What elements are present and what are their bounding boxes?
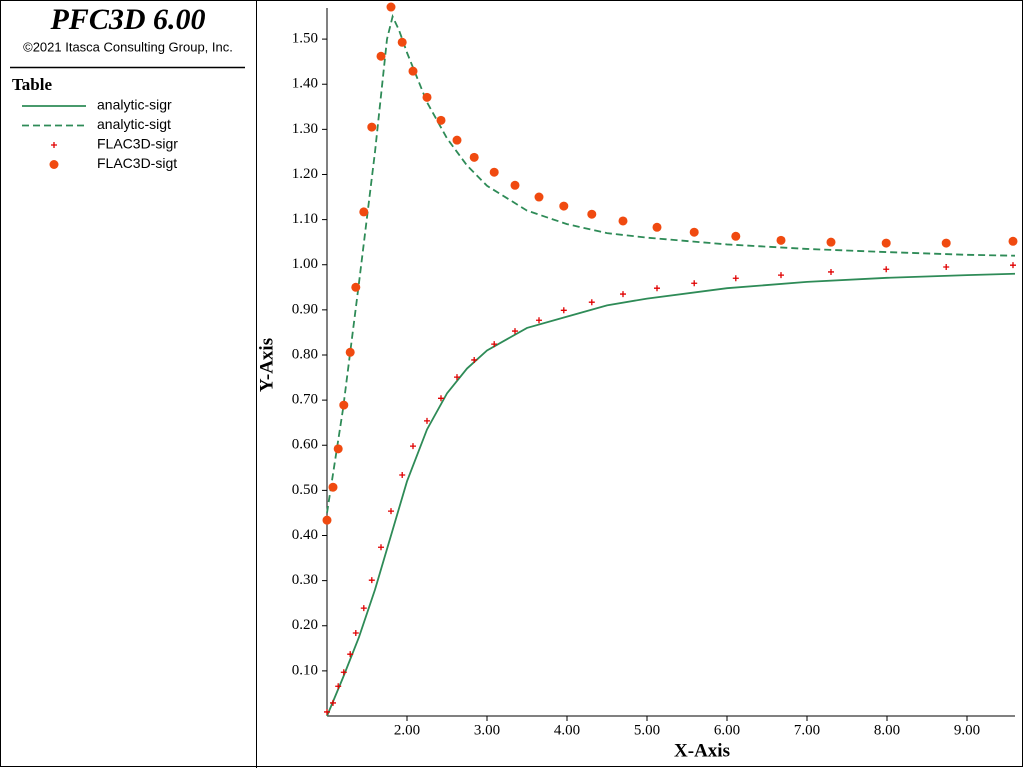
y-tick-label: 0.20 [292,617,318,633]
x-tick-label: 5.00 [634,722,660,738]
data-point [452,135,462,145]
data-point [324,708,330,715]
data-point [351,282,361,292]
data-point [340,669,347,676]
copyright: ©2021 Itasca Consulting Group, Inc. [23,39,233,54]
data-point [587,209,597,219]
data-point [347,651,354,658]
data-point [731,231,741,241]
data-point [560,307,567,314]
y-tick-label: 1.50 [292,31,318,47]
data-point [360,605,367,612]
legend-swatch [51,142,57,148]
y-tick-label: 0.30 [292,572,318,588]
data-point [732,275,739,282]
data-point [654,285,660,292]
data-point [469,152,479,162]
data-point [828,268,834,275]
legend-swatch [49,160,59,169]
legend-label: FLAC3D-sigr [97,136,178,152]
y-tick-label: 0.50 [292,482,318,498]
legend-label: FLAC3D-sigt [97,155,177,171]
data-point [826,237,836,247]
data-point [335,683,342,690]
data-point [618,216,628,226]
data-point [397,37,407,47]
data-point [454,374,460,381]
y-tick-label: 1.30 [292,121,318,137]
data-point [345,347,355,357]
x-tick-label: 6.00 [714,722,740,738]
data-point [534,192,544,202]
data-point [881,238,891,248]
y-tick-label: 1.10 [292,211,318,227]
y-tick-label: 0.40 [292,527,318,543]
data-point [367,122,377,132]
data-point [368,577,375,584]
data-point [376,51,386,61]
y-tick-label: 1.20 [292,166,318,182]
analytic-line [326,272,1016,717]
analytic-line [326,13,1016,514]
x-tick-label: 4.00 [554,722,580,738]
y-tick-label: 0.90 [292,301,318,317]
data-point [652,222,662,232]
x-tick-label: 3.00 [474,722,500,738]
legend-title: Table [12,75,52,94]
data-point [386,2,396,12]
data-point [776,235,786,245]
data-point [328,482,338,492]
data-point [1008,236,1018,246]
x-tick-label: 7.00 [794,722,820,738]
y-tick-label: 0.80 [292,346,318,362]
x-axis-title: X-Axis [674,740,730,761]
data-point [943,263,950,270]
x-tick-label: 2.00 [394,722,420,738]
data-point [559,201,569,211]
x-tick-label: 9.00 [954,722,980,738]
data-point [438,395,444,402]
data-point [330,699,336,706]
data-point [941,238,951,248]
y-tick-label: 0.10 [292,662,318,678]
data-point [424,417,430,424]
data-point [378,544,384,551]
data-point [691,280,698,287]
data-point [408,66,418,76]
y-tick-label: 0.60 [292,437,318,453]
data-point [422,92,432,102]
data-point [536,317,542,324]
data-point [471,356,478,363]
data-point [491,341,498,348]
legend-label: analytic-sigr [97,97,172,113]
y-tick-label: 1.00 [292,256,318,272]
y-tick-label: 0.70 [292,392,318,408]
data-point [388,508,394,515]
data-point [620,291,626,298]
data-point [410,443,416,450]
data-point [1010,262,1016,269]
data-point [399,472,406,479]
data-point [689,227,699,237]
data-point [512,328,518,335]
data-point [778,272,784,279]
data-point [352,629,359,636]
y-tick-label: 1.40 [292,76,318,92]
data-point [489,167,499,177]
data-point [333,444,343,454]
app-title: PFC3D 6.00 [49,3,205,36]
data-point [436,115,446,125]
x-tick-label: 8.00 [874,722,900,738]
legend-label: analytic-sigt [97,116,171,132]
data-point [883,266,890,273]
data-point [510,180,520,190]
y-axis-title: Y-Axis [256,338,277,392]
data-point [588,299,595,306]
data-point [322,515,332,525]
data-point [359,207,369,217]
data-point [339,400,349,410]
